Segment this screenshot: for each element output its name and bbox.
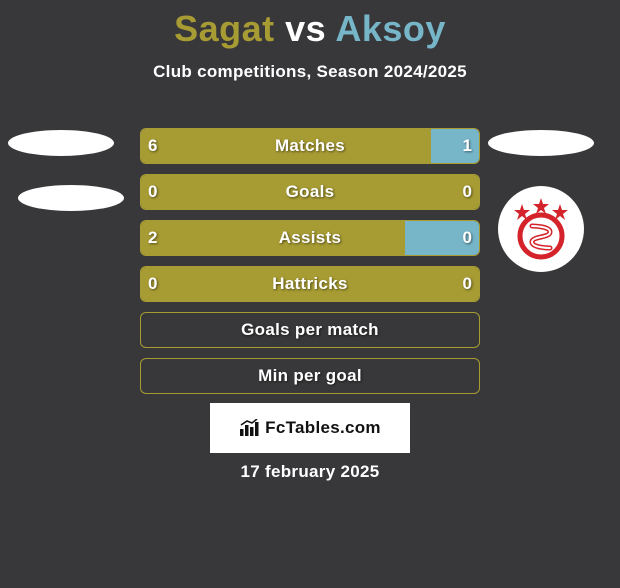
stat-row: Goals per match — [0, 312, 620, 348]
fctables-text: FcTables.com — [265, 418, 381, 438]
fctables-chart-icon — [239, 419, 261, 437]
sivasspor-logo-icon — [502, 190, 580, 268]
stat-row: Hattricks00 — [0, 266, 620, 302]
stat-bar-container — [140, 128, 480, 164]
player2-club-logo — [498, 186, 584, 272]
stat-bar-container — [140, 174, 480, 210]
title-player2: Aksoy — [335, 8, 446, 49]
stat-bar-left — [141, 129, 431, 163]
title-player1: Sagat — [174, 8, 275, 49]
page-title: Sagat vs Aksoy — [0, 8, 620, 50]
player2-avatar — [488, 130, 594, 156]
player1-avatar — [8, 130, 114, 156]
stat-bar-right — [431, 129, 479, 163]
stat-bar-container — [140, 358, 480, 394]
fctables-watermark: FcTables.com — [210, 403, 410, 453]
stat-bar-container — [140, 266, 480, 302]
stat-bar-right — [405, 221, 479, 255]
stat-bar-container — [140, 220, 480, 256]
stat-bar-container — [140, 312, 480, 348]
stat-bar-left — [141, 267, 479, 301]
player1-club-logo — [18, 185, 124, 211]
date-label: 17 february 2025 — [0, 462, 620, 482]
title-vs: vs — [285, 8, 326, 49]
stat-bar-left — [141, 175, 479, 209]
subtitle: Club competitions, Season 2024/2025 — [0, 62, 620, 82]
stat-row: Min per goal — [0, 358, 620, 394]
stat-bar-left — [141, 221, 405, 255]
